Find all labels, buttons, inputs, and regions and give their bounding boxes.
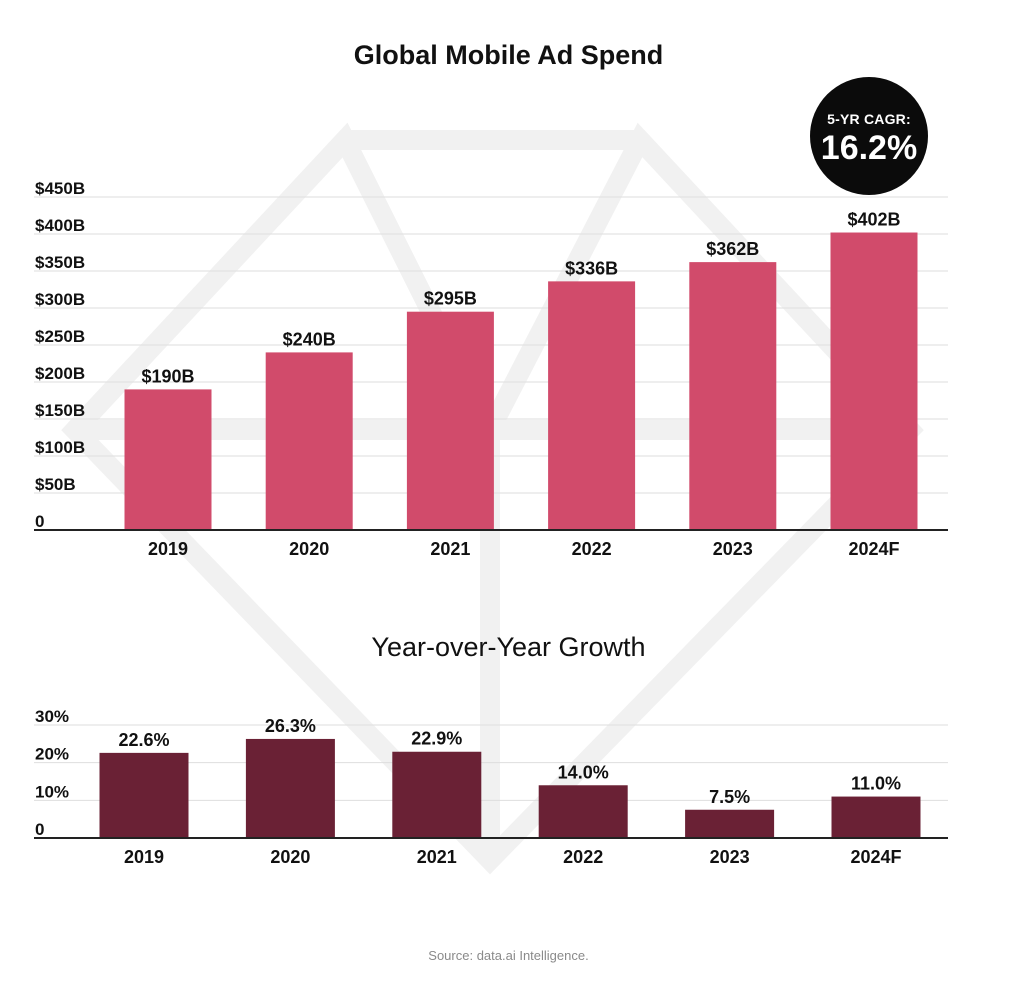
x-tick-label: 2020 xyxy=(270,847,310,867)
x-tick-label: 2023 xyxy=(710,847,750,867)
data-label: 14.0% xyxy=(558,762,609,782)
bar xyxy=(392,751,482,838)
y-tick-label: $350B xyxy=(35,253,85,272)
data-label: $402B xyxy=(847,210,900,230)
source-note: Source: data.ai Intelligence. xyxy=(428,948,589,963)
bar xyxy=(689,262,777,530)
y-tick-label: $250B xyxy=(35,327,85,346)
bar xyxy=(265,352,353,530)
y-tick-label: 30% xyxy=(35,707,69,726)
growth-chart: 0 10% 20% 30% 22.6% 2019 26.3% 2020 22.9% 2021 14.… xyxy=(34,707,948,867)
y-tick-label: 10% xyxy=(35,782,69,801)
data-label: $240B xyxy=(283,329,336,349)
y-tick-label: $200B xyxy=(35,364,85,383)
bar xyxy=(99,752,189,838)
x-tick-label: 2023 xyxy=(713,539,753,559)
y-tick-label: 0 xyxy=(35,820,44,839)
y-tick-label: $450B xyxy=(35,179,85,198)
data-label: 11.0% xyxy=(851,774,901,794)
x-tick-label: 2021 xyxy=(430,539,470,559)
spend-chart-title: Global Mobile Ad Spend xyxy=(353,40,664,70)
data-label: 22.9% xyxy=(411,729,462,749)
data-label: $336B xyxy=(565,258,618,278)
cagr-badge: 5-YR CAGR: 16.2% xyxy=(810,77,928,195)
data-label: 26.3% xyxy=(265,716,316,736)
y-tick-label: $400B xyxy=(35,216,85,235)
spend-chart: 0 $50B $100B $150B $200B $250B $300B $350B $400B… xyxy=(34,179,948,559)
y-tick-label: $150B xyxy=(35,401,85,420)
bar xyxy=(548,281,636,530)
x-tick-label: 2020 xyxy=(289,539,329,559)
bar xyxy=(830,232,918,530)
y-tick-label: $100B xyxy=(35,438,85,457)
cagr-label: 5-YR CAGR: xyxy=(827,111,911,127)
x-tick-label: 2024F xyxy=(848,539,899,559)
x-tick-label: 2024F xyxy=(850,847,901,867)
x-tick-label: 2019 xyxy=(124,847,164,867)
bar xyxy=(831,796,921,838)
growth-chart-title: Year-over-Year Growth xyxy=(371,632,646,662)
data-label: 7.5% xyxy=(709,787,750,807)
y-tick-label: 20% xyxy=(35,745,69,764)
data-label: $362B xyxy=(706,239,759,259)
data-label: $190B xyxy=(141,366,194,386)
x-tick-label: 2022 xyxy=(572,539,612,559)
x-tick-label: 2021 xyxy=(417,847,457,867)
y-tick-label: $50B xyxy=(35,475,76,494)
y-tick-label: 0 xyxy=(35,512,44,531)
x-tick-label: 2022 xyxy=(563,847,603,867)
cagr-value: 16.2% xyxy=(820,129,918,167)
y-tick-label: $300B xyxy=(35,290,85,309)
data-label: 22.6% xyxy=(118,730,169,750)
bar xyxy=(685,809,775,838)
bar xyxy=(538,785,628,838)
bar xyxy=(406,311,494,530)
bar xyxy=(124,389,212,530)
data-label: $295B xyxy=(424,289,477,309)
bar xyxy=(245,738,335,838)
x-tick-label: 2019 xyxy=(148,539,188,559)
